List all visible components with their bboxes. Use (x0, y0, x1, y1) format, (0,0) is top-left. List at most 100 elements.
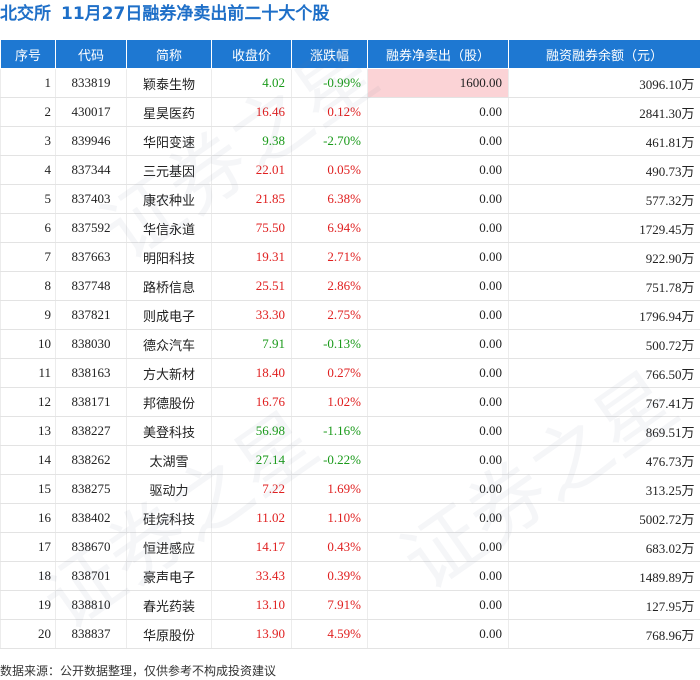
close-price: 75.50 (211, 213, 292, 243)
margin-balance: 869.51万 (508, 416, 700, 446)
close-price: 16.76 (211, 387, 292, 417)
margin-balance: 922.90万 (508, 242, 700, 272)
margin-balance: 5002.72万 (508, 503, 700, 533)
table-row: 18 838701 豪声电子 33.43 0.39% 0.00 1489.89万 (0, 561, 700, 591)
change-percent: 0.39% (291, 561, 368, 591)
stock-code: 838262 (55, 445, 127, 475)
net-short-sell: 0.00 (367, 300, 509, 330)
stock-code: 839946 (55, 126, 127, 156)
stock-code: 838837 (55, 619, 127, 649)
margin-balance: 1729.45万 (508, 213, 700, 243)
margin-balance: 766.50万 (508, 358, 700, 388)
row-index: 14 (0, 445, 56, 475)
header-change: 涨跌幅 (291, 39, 368, 69)
header-balance: 融资融券余额（元） (508, 39, 700, 69)
net-short-sell: 0.00 (367, 213, 509, 243)
stock-code: 430017 (55, 97, 127, 127)
table-row: 7 837663 明阳科技 19.31 2.71% 0.00 922.90万 (0, 242, 700, 272)
margin-balance: 1796.94万 (508, 300, 700, 330)
stock-code: 837748 (55, 271, 127, 301)
net-short-sell: 0.00 (367, 358, 509, 388)
margin-balance: 1489.89万 (508, 561, 700, 591)
margin-balance: 500.72万 (508, 329, 700, 359)
net-short-sell: 0.00 (367, 126, 509, 156)
table-row: 10 838030 德众汽车 7.91 -0.13% 0.00 500.72万 (0, 329, 700, 359)
close-price: 7.22 (211, 474, 292, 504)
margin-balance: 313.25万 (508, 474, 700, 504)
table-row: 1 833819 颖泰生物 4.02 -0.99% 1600.00 3096.10万 (0, 68, 700, 98)
row-index: 15 (0, 474, 56, 504)
close-price: 14.17 (211, 532, 292, 562)
stock-code: 838163 (55, 358, 127, 388)
row-index: 5 (0, 184, 56, 214)
change-percent: 0.43% (291, 532, 368, 562)
stock-code: 838171 (55, 387, 127, 417)
close-price: 33.43 (211, 561, 292, 591)
margin-balance: 490.73万 (508, 155, 700, 185)
net-short-sell: 0.00 (367, 242, 509, 272)
close-price: 19.31 (211, 242, 292, 272)
table-row: 17 838670 恒进感应 14.17 0.43% 0.00 683.02万 (0, 532, 700, 562)
close-price: 22.01 (211, 155, 292, 185)
close-price: 21.85 (211, 184, 292, 214)
net-short-sell: 0.00 (367, 561, 509, 591)
net-short-sell: 0.00 (367, 271, 509, 301)
table-row: 13 838227 美登科技 56.98 -1.16% 0.00 869.51万 (0, 416, 700, 446)
margin-balance: 767.41万 (508, 387, 700, 417)
stock-name: 明阳科技 (126, 242, 212, 272)
stock-name: 邦德股份 (126, 387, 212, 417)
net-short-sell: 1600.00 (367, 68, 509, 98)
stock-name: 则成电子 (126, 300, 212, 330)
net-short-sell: 0.00 (367, 329, 509, 359)
stock-code: 838701 (55, 561, 127, 591)
row-index: 13 (0, 416, 56, 446)
stock-code: 838810 (55, 590, 127, 620)
table-body: 1 833819 颖泰生物 4.02 -0.99% 1600.00 3096.10万 2 430… (0, 68, 700, 649)
stock-name: 恒进感应 (126, 532, 212, 562)
row-index: 16 (0, 503, 56, 533)
margin-balance: 768.96万 (508, 619, 700, 649)
stock-code: 837663 (55, 242, 127, 272)
change-percent: 0.27% (291, 358, 368, 388)
net-short-sell: 0.00 (367, 387, 509, 417)
margin-balance: 2841.30万 (508, 97, 700, 127)
stock-name: 三元基因 (126, 155, 212, 185)
row-index: 3 (0, 126, 56, 156)
net-short-sell: 0.00 (367, 155, 509, 185)
stock-code: 833819 (55, 68, 127, 98)
change-percent: -1.16% (291, 416, 368, 446)
row-index: 19 (0, 590, 56, 620)
table-row: 3 839946 华阳变速 9.38 -2.70% 0.00 461.81万 (0, 126, 700, 156)
stock-name: 驱动力 (126, 474, 212, 504)
row-index: 10 (0, 329, 56, 359)
stock-name: 华信永道 (126, 213, 212, 243)
table-row: 11 838163 方大新材 18.40 0.27% 0.00 766.50万 (0, 358, 700, 388)
stock-name: 方大新材 (126, 358, 212, 388)
header-net-sell: 融券净卖出（股） (367, 39, 509, 69)
exchange-label: 北交所 (0, 4, 51, 24)
table-row: 9 837821 则成电子 33.30 2.75% 0.00 1796.94万 (0, 300, 700, 330)
margin-balance: 751.78万 (508, 271, 700, 301)
data-source-note: 数据来源：公开数据整理，仅供参考不构成投资建议 (0, 664, 277, 678)
page-title: 北交所 11月27日融券净卖出前二十大个股 (0, 0, 329, 30)
change-percent: 2.86% (291, 271, 368, 301)
stock-code: 838030 (55, 329, 127, 359)
net-short-sell: 0.00 (367, 590, 509, 620)
close-price: 18.40 (211, 358, 292, 388)
change-percent: 6.38% (291, 184, 368, 214)
margin-balance: 127.95万 (508, 590, 700, 620)
table-row: 20 838837 华原股份 13.90 4.59% 0.00 768.96万 (0, 619, 700, 649)
change-percent: -0.99% (291, 68, 368, 98)
change-percent: -2.70% (291, 126, 368, 156)
change-percent: -0.22% (291, 445, 368, 475)
row-index: 17 (0, 532, 56, 562)
net-short-sell: 0.00 (367, 503, 509, 533)
row-index: 7 (0, 242, 56, 272)
close-price: 27.14 (211, 445, 292, 475)
table-row: 16 838402 硅烷科技 11.02 1.10% 0.00 5002.72万 (0, 503, 700, 533)
header-close: 收盘价 (211, 39, 292, 69)
stock-name: 豪声电子 (126, 561, 212, 591)
stock-code: 838227 (55, 416, 127, 446)
net-short-sell: 0.00 (367, 184, 509, 214)
header-code: 代码 (55, 39, 127, 69)
